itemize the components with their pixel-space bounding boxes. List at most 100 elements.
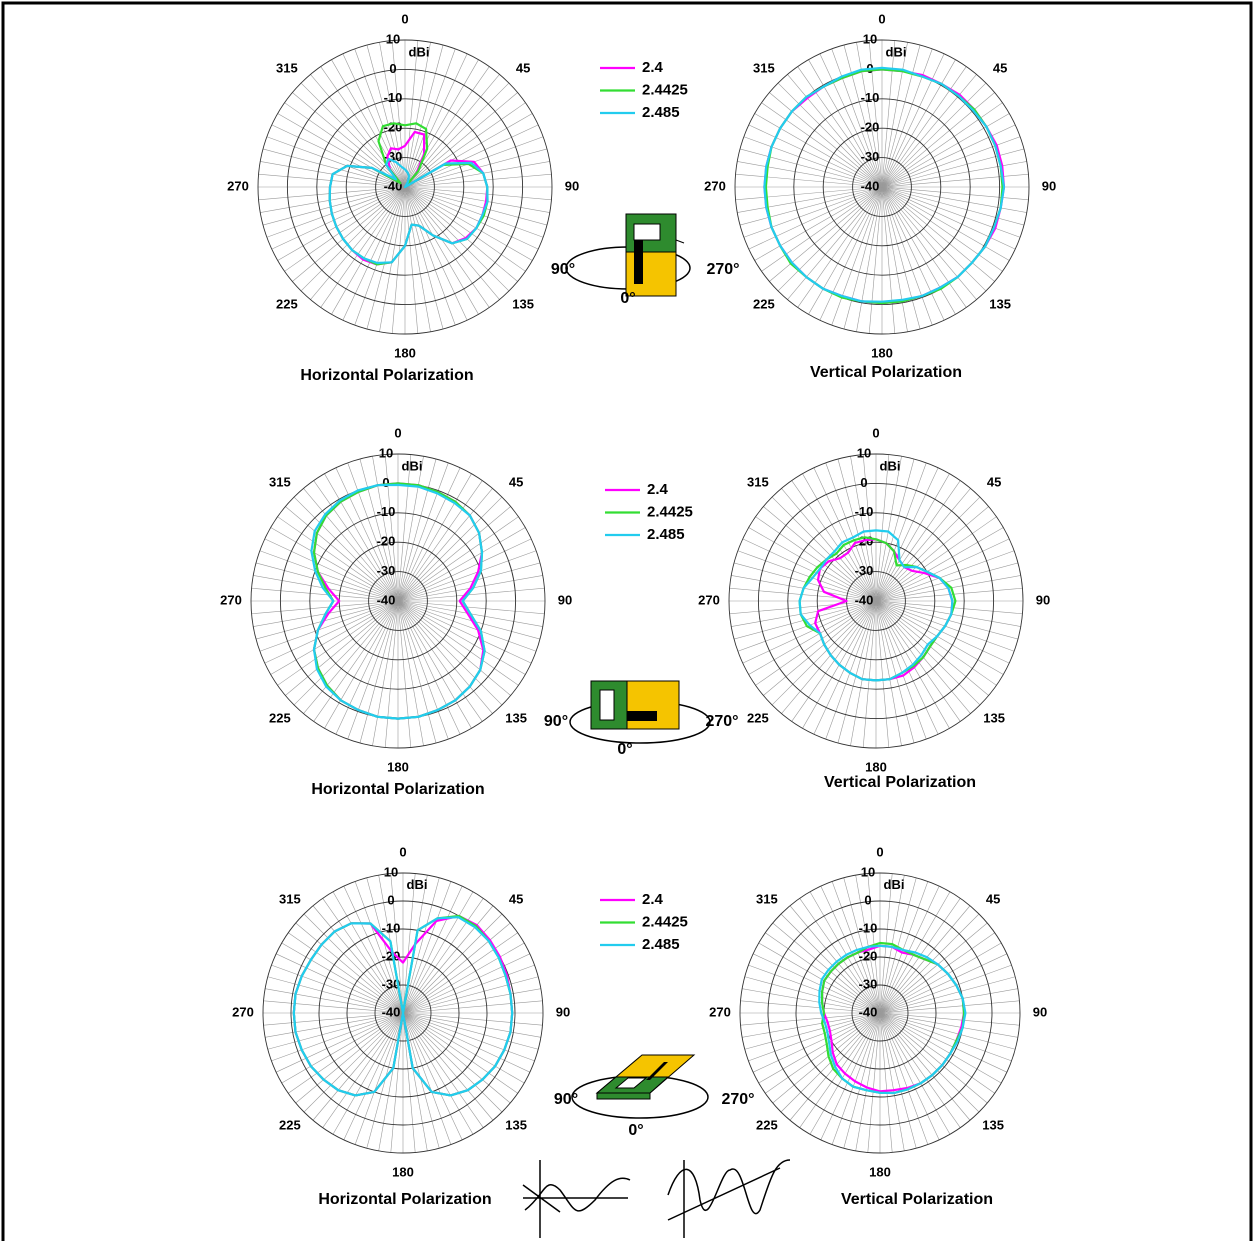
r-tick-label: -40 bbox=[855, 592, 874, 607]
spoke bbox=[780, 913, 881, 1014]
spoke bbox=[808, 186, 883, 315]
chart-caption: Horizontal Polarization bbox=[300, 367, 473, 384]
spoke bbox=[879, 1012, 917, 1149]
spoke bbox=[819, 53, 883, 188]
spoke bbox=[881, 124, 1016, 188]
spoke bbox=[881, 186, 956, 315]
angle-tick-label: 45 bbox=[509, 474, 523, 489]
spoke bbox=[875, 538, 1010, 602]
spoke bbox=[777, 82, 883, 188]
spoke bbox=[402, 898, 484, 1014]
spoke bbox=[879, 1012, 1008, 1073]
spoke bbox=[404, 82, 510, 188]
chip bbox=[614, 1077, 648, 1089]
spoke bbox=[879, 1012, 1020, 1026]
spoke bbox=[748, 124, 883, 188]
spoke bbox=[402, 942, 525, 1014]
spoke bbox=[259, 600, 399, 652]
r-tick-label: 10 bbox=[384, 864, 398, 879]
ring bbox=[262, 872, 544, 1154]
spoke bbox=[752, 953, 881, 1014]
spoke bbox=[744, 976, 881, 1014]
spoke bbox=[404, 186, 490, 308]
spoke bbox=[263, 1012, 404, 1026]
spoke bbox=[402, 1012, 518, 1094]
series-line bbox=[292, 916, 514, 1097]
angle-tick-label: 45 bbox=[987, 474, 1001, 489]
spoke bbox=[343, 1012, 404, 1141]
angle-tick-label: 0 bbox=[394, 425, 401, 440]
spoke bbox=[303, 1012, 404, 1113]
spoke bbox=[879, 885, 940, 1014]
spoke bbox=[875, 600, 1004, 675]
wave bbox=[667, 1159, 791, 1215]
ring bbox=[375, 157, 435, 217]
spoke bbox=[391, 40, 406, 188]
ring bbox=[787, 512, 965, 690]
spoke bbox=[284, 186, 406, 272]
angle-tick-label: 225 bbox=[269, 711, 291, 726]
spoke bbox=[404, 186, 444, 330]
spoke bbox=[879, 964, 1012, 1014]
spoke bbox=[799, 898, 881, 1014]
r-tick-label: -40 bbox=[377, 592, 396, 607]
spoke bbox=[404, 186, 518, 282]
spoke bbox=[404, 186, 479, 315]
spoke bbox=[292, 186, 406, 282]
spoke bbox=[862, 454, 877, 602]
spoke bbox=[831, 48, 883, 188]
angle-tick-label: 180 bbox=[871, 345, 893, 360]
spoke bbox=[748, 964, 881, 1014]
spoke bbox=[772, 1012, 881, 1104]
spoke bbox=[390, 873, 404, 1014]
wave-icons bbox=[522, 1159, 791, 1238]
spoke bbox=[366, 1012, 404, 1149]
spoke bbox=[735, 186, 883, 201]
spoke bbox=[300, 82, 406, 188]
spoke bbox=[402, 988, 541, 1014]
spoke bbox=[879, 1012, 995, 1094]
angle-tick-label: 270 bbox=[232, 1004, 254, 1019]
spoke bbox=[879, 1012, 940, 1141]
legend-label: 2.4 bbox=[642, 891, 664, 908]
angle-tick-label: 270 bbox=[709, 1004, 731, 1019]
r-tick-label: -30 bbox=[861, 149, 880, 164]
spoke bbox=[881, 186, 987, 292]
ring bbox=[851, 984, 909, 1042]
r-tick-label: 0 bbox=[382, 475, 389, 490]
spoke bbox=[791, 600, 877, 722]
spoke bbox=[881, 186, 896, 334]
spoke bbox=[312, 1012, 404, 1121]
spoke bbox=[397, 600, 412, 748]
spoke bbox=[354, 186, 406, 326]
spoke bbox=[404, 186, 544, 238]
orientation-label: 0° bbox=[620, 290, 635, 307]
spoke bbox=[402, 932, 518, 1014]
angle-tick-label: 90 bbox=[1036, 592, 1050, 607]
spoke bbox=[802, 473, 877, 602]
spoke bbox=[879, 1012, 961, 1128]
spoke bbox=[391, 186, 406, 334]
spoke bbox=[397, 538, 532, 602]
spoke bbox=[275, 1012, 404, 1073]
angle-tick-label: 315 bbox=[279, 891, 301, 906]
r-tick-label: -20 bbox=[384, 120, 403, 135]
angle-tick-label: 270 bbox=[704, 178, 726, 193]
angle-tick-label: 225 bbox=[279, 1118, 301, 1133]
arrow bbox=[675, 239, 685, 244]
spoke bbox=[293, 600, 399, 706]
angle-tick-label: 135 bbox=[989, 297, 1011, 312]
spoke bbox=[758, 942, 881, 1014]
spoke bbox=[404, 124, 539, 188]
angle-tick-label: 135 bbox=[982, 1118, 1004, 1133]
spoke bbox=[277, 186, 406, 261]
r-unit: dBi bbox=[402, 459, 423, 474]
ring bbox=[374, 984, 432, 1042]
spoke bbox=[295, 1012, 404, 1104]
spoke bbox=[879, 1012, 929, 1145]
chart-caption: Horizontal Polarization bbox=[311, 781, 484, 798]
spoke bbox=[881, 186, 1010, 261]
spoke bbox=[347, 462, 399, 602]
spoke bbox=[404, 186, 526, 272]
